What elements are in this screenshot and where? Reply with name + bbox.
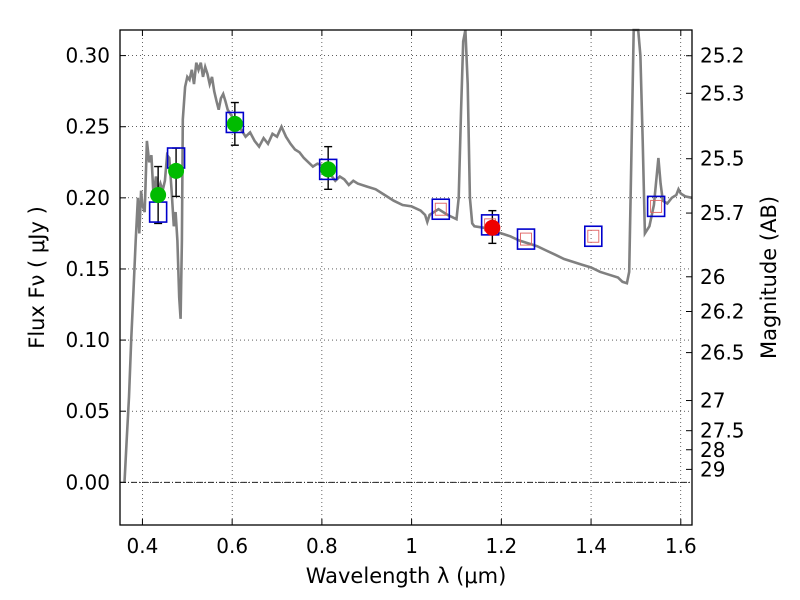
y-tick-label: 0.25 [65,115,110,139]
mag-tick-label: 27 [700,389,725,413]
grid-lines [120,30,692,525]
observed-flux-point [168,162,185,179]
mag-tick-label: 25.3 [700,81,745,105]
mag-tick-label: 26.2 [700,299,745,323]
model-flux-box [646,195,666,218]
x-tick-label: 0.4 [127,534,159,558]
x-axis-label: Wavelength λ (μm) [306,564,507,588]
y-tick-label: 0.30 [65,44,110,68]
model-flux-box [431,198,451,221]
model-flux-box [225,111,245,134]
template-spectrum-line [123,28,693,483]
model-flux-boxes [148,111,666,250]
axis-ticks: 0.4 0.6 0.8 1 1.2 1.4 1.6 0.00 0.05 0.10 0.15 0.20 0… [65,30,745,558]
mag-tick-label: 27.5 [700,419,745,443]
observed-flux-point [484,219,501,236]
x-tick-label: 1.4 [575,534,607,558]
y-tick-label: 0.10 [65,328,110,352]
mag-tick-label: 26.5 [700,341,745,365]
plot-frame [119,29,693,526]
y-axis-label: Flux Fν ( μJy ) [25,206,49,349]
y-tick-label: 0.20 [65,186,110,210]
mag-tick-label: 28 [700,438,725,462]
mag-tick-label: 26 [700,265,725,289]
y-tick-label: 0.00 [65,470,110,494]
mag-tick-label: 29 [700,457,725,481]
y-tick-label: 0.15 [65,257,110,281]
mag-tick-label: 25.5 [700,147,745,171]
model-flux-box [318,158,338,181]
x-tick-label: 0.8 [306,534,338,558]
x-tick-label: 1 [405,534,418,558]
x-tick-label: 1.6 [665,534,697,558]
mag-tick-label: 25.2 [700,44,745,68]
observed-flux-point [320,161,337,178]
mag-tick-label: 25.7 [700,201,745,225]
y2-axis-label: Magnitude (AB) [757,196,781,359]
model-flux-box-inner [434,202,447,216]
observed-flux-point [226,115,243,132]
model-flux-box-inner [650,199,663,213]
observed-flux-points [150,115,501,236]
model-flux-box [516,228,536,250]
model-flux-box-inner [587,229,600,243]
model-flux-box [584,225,603,248]
x-tick-label: 1.2 [485,534,517,558]
x-tick-label: 0.6 [216,534,248,558]
model-flux-box-inner [520,232,532,246]
observed-flux-point [150,187,167,203]
y-tick-label: 0.05 [65,399,110,423]
